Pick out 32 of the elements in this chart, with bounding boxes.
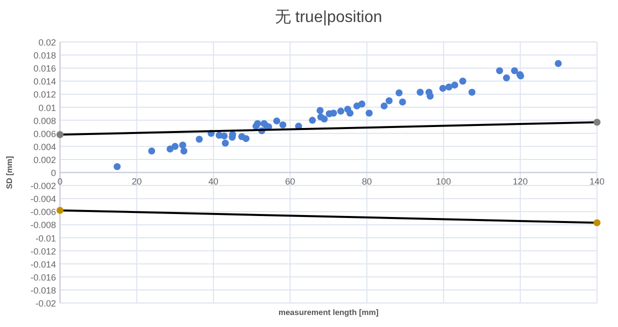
ytick: -0.006 — [30, 207, 56, 218]
ytick: -0.008 — [30, 220, 56, 230]
ytick: -0.02 — [35, 298, 56, 308]
ytick: 0.01 — [38, 102, 56, 113]
xtick: 80 — [362, 176, 372, 186]
ytick: -0.016 — [30, 272, 56, 282]
xtick: 140 — [589, 176, 605, 186]
xtick: 0 — [58, 176, 62, 186]
ytick: 0.018 — [33, 50, 56, 61]
ytick: 0.002 — [33, 154, 56, 165]
ytick: 0.02 — [38, 38, 56, 48]
ytick: 0.014 — [33, 76, 56, 87]
ytick: -0.004 — [30, 194, 56, 204]
ytick: -0.012 — [30, 246, 56, 256]
ytick: -0.014 — [30, 259, 56, 270]
xtick: 120 — [512, 176, 528, 186]
ytick: 0 — [50, 168, 56, 178]
ytick: -0.002 — [30, 181, 56, 192]
ylabel: SD [mm] — [5, 156, 14, 189]
ytick: -0.01 — [35, 233, 56, 244]
ytick: 0.006 — [33, 128, 56, 139]
ytick: 0.008 — [33, 116, 56, 126]
xtick: 60 — [285, 176, 296, 186]
xlabel: measurement length [mm] — [278, 308, 379, 317]
ytick: -0.018 — [30, 285, 56, 296]
xtick: 40 — [208, 176, 218, 186]
ytick: 0.012 — [33, 90, 56, 100]
ytick: 0.016 — [33, 64, 56, 74]
xtick: 20 — [132, 176, 142, 186]
ytick: 0.004 — [33, 142, 56, 152]
xtick: 100 — [436, 176, 452, 186]
title: 无 true|position — [274, 9, 382, 26]
